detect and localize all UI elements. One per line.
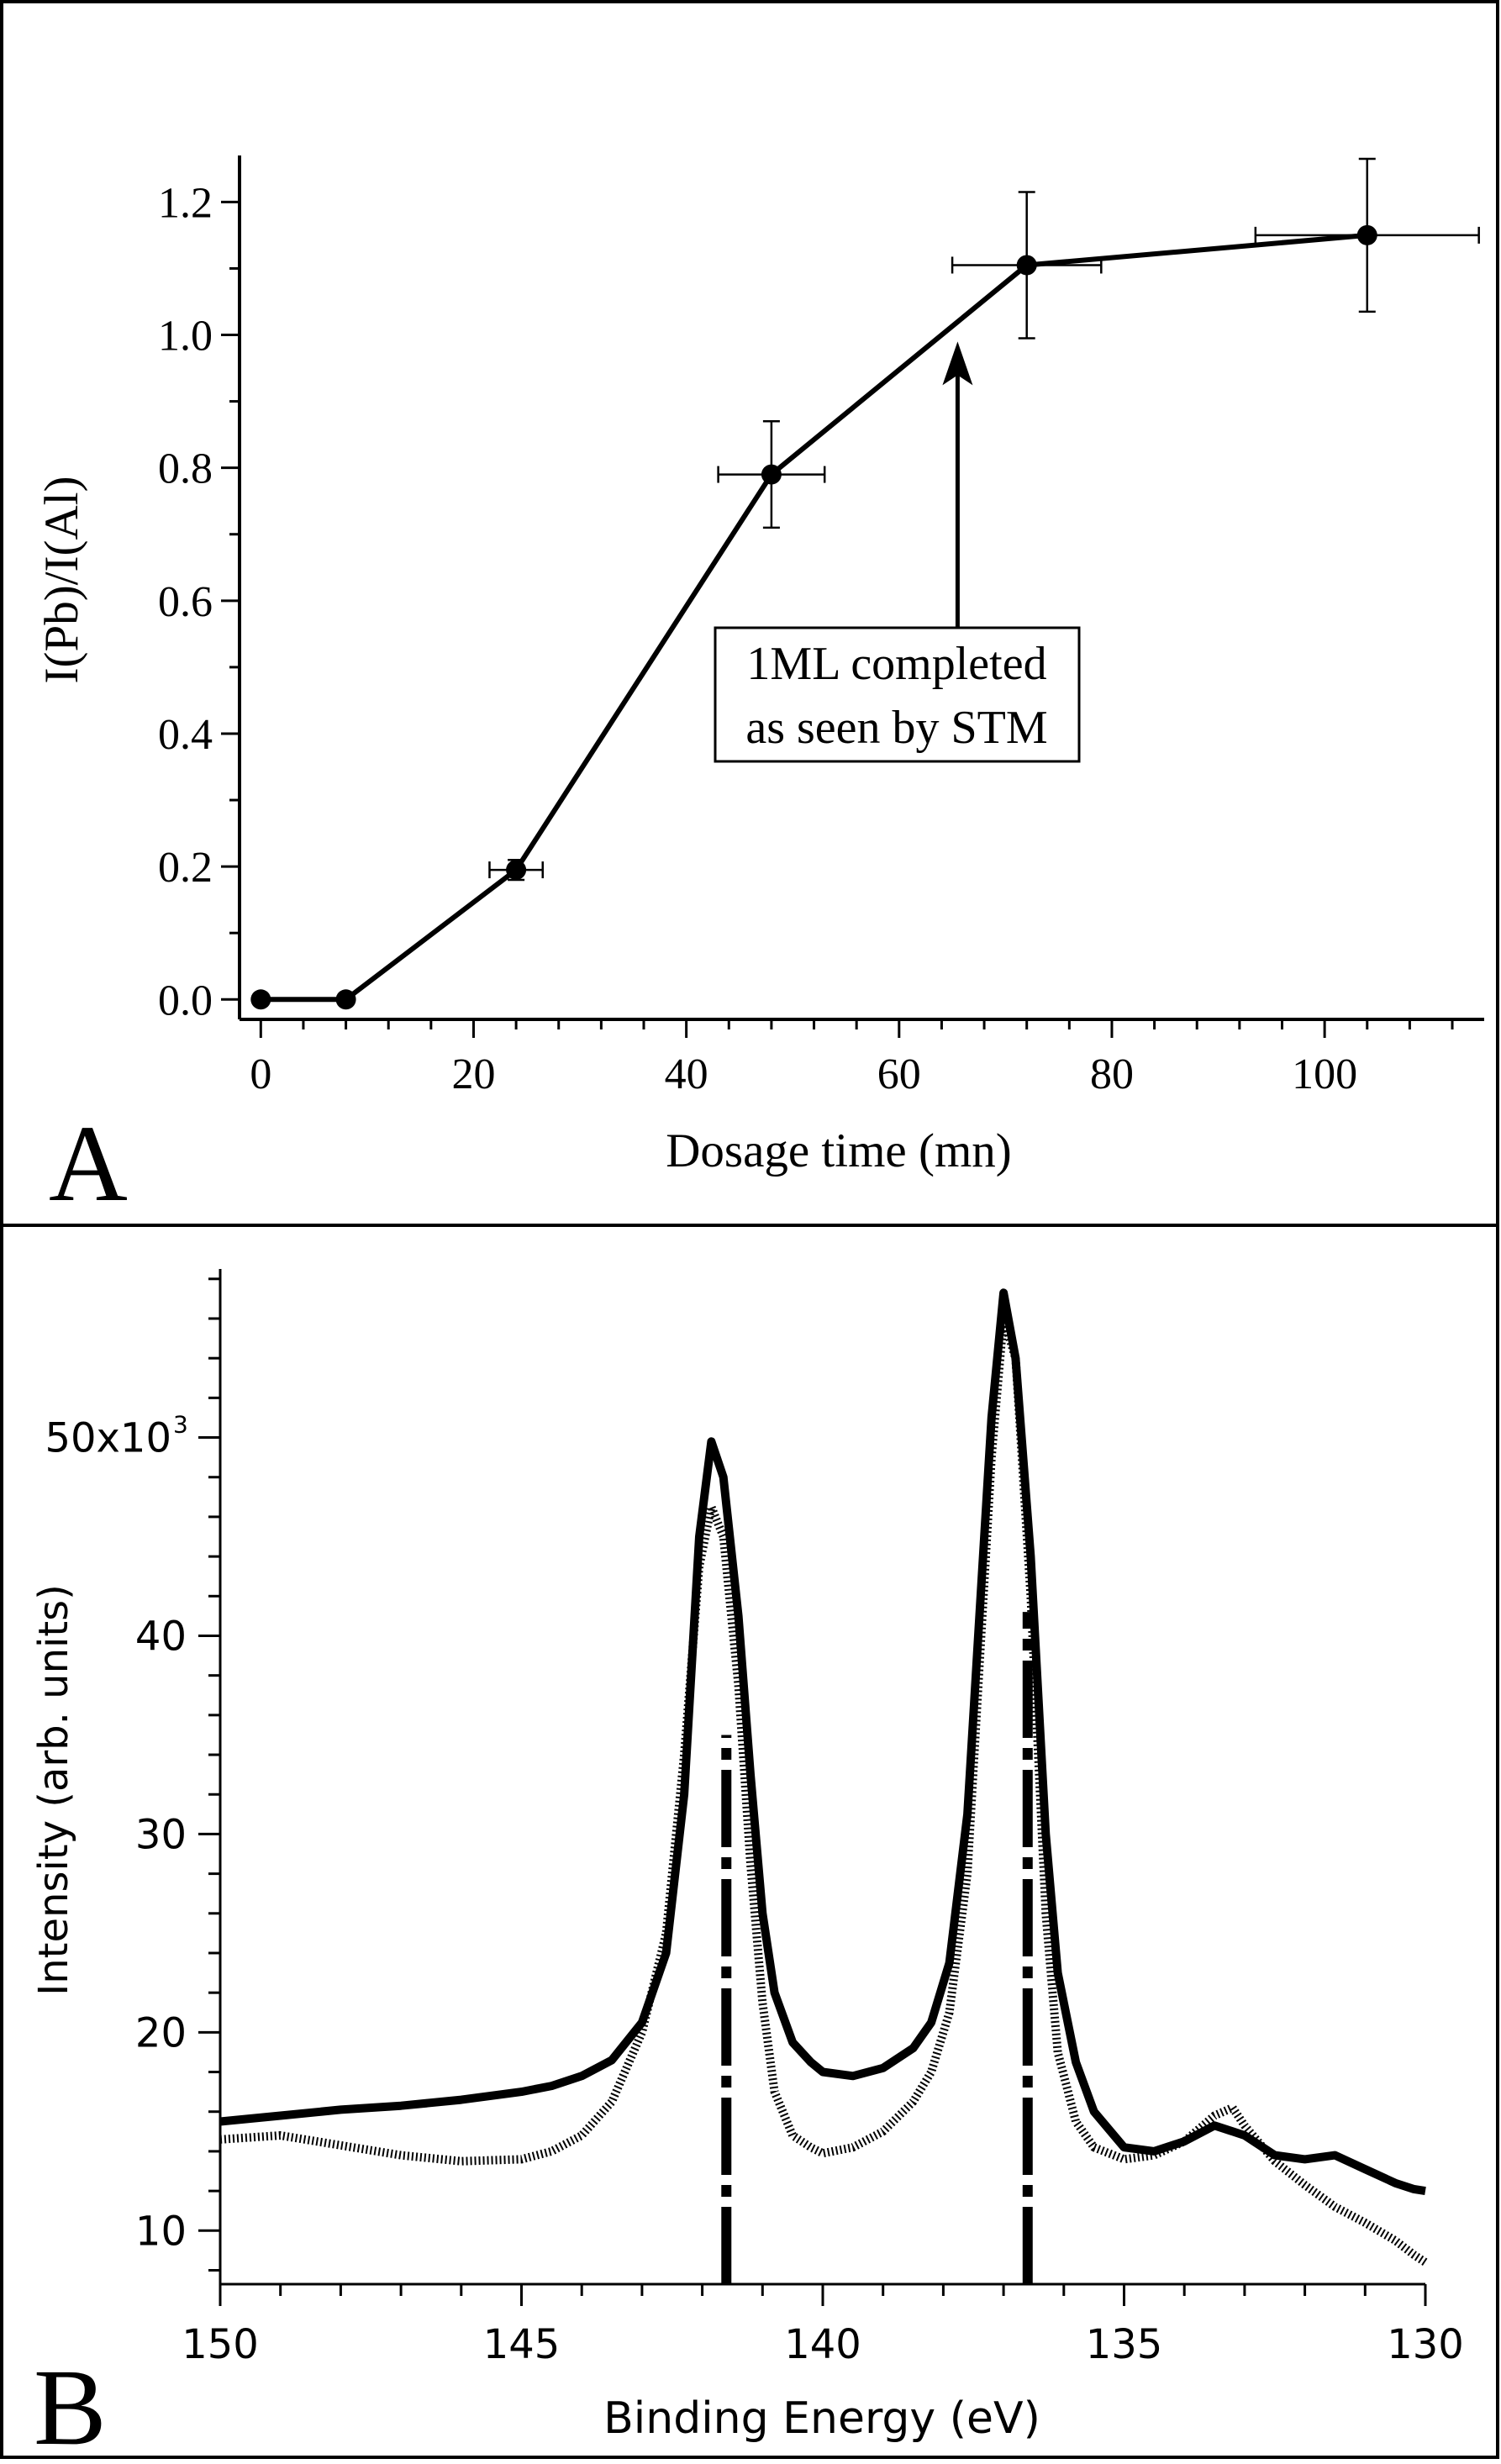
- panel-a-y-label: I(Pb)/I(Al): [35, 476, 88, 684]
- y-tick-label: 50x10: [45, 1415, 171, 1462]
- x-tick-label: 20: [451, 1050, 495, 1098]
- panel-b-series-solid: [219, 1288, 1426, 2196]
- y-tick-label: 10: [135, 2208, 187, 2255]
- panel-a-error-bars: [488, 157, 1480, 882]
- panel-b-label: B: [34, 2347, 107, 2460]
- data-point: [335, 989, 356, 1010]
- panel-b-y-label: Intensity (arb. units): [30, 1584, 77, 1996]
- y-tick-label: 40: [135, 1613, 187, 1660]
- y-tick-label: 1.2: [158, 179, 213, 227]
- x-tick-label: 0: [250, 1050, 271, 1098]
- x-tick-label: 135: [1086, 2321, 1163, 2368]
- x-tick-label: 130: [1387, 2321, 1464, 2368]
- y-tick-label: 0.0: [158, 977, 213, 1024]
- panel-b-component-bars: [721, 1612, 1033, 2284]
- y-tick-label: 20: [135, 2009, 187, 2056]
- data-point: [1016, 255, 1037, 276]
- x-tick-label: 40: [665, 1050, 708, 1098]
- y-tick-label: 1.0: [158, 313, 213, 361]
- panel-a-x-label: Dosage time (mn): [666, 1124, 1012, 1177]
- panel-b-frame: [0, 1224, 1499, 2459]
- y-tick-label: 0.8: [158, 445, 213, 493]
- data-point: [1356, 224, 1377, 245]
- annotation-arrow-head: [942, 341, 973, 386]
- data-point: [506, 860, 527, 881]
- panel-a-ticks: [221, 200, 1454, 1038]
- y-tick-exponent: 3: [173, 1411, 188, 1439]
- x-tick-label: 145: [483, 2321, 561, 2368]
- x-tick-label: 60: [877, 1050, 921, 1098]
- panel-a-data-points: [250, 224, 1377, 1010]
- data-point: [761, 464, 782, 485]
- panel-a-tick-labels: 0 20 40 60 80 100 0.0 0.2 0.4 0.6 0.8 1.0 1.2: [158, 179, 1357, 1098]
- panel-a-series-line: [261, 232, 1368, 1003]
- y-tick-label: 0.4: [158, 711, 213, 759]
- annotation-box: [714, 626, 1081, 763]
- annotation-line-1: 1ML completed: [746, 638, 1046, 690]
- x-tick-label: 150: [182, 2321, 259, 2368]
- panel-b-series-dotted: [219, 1314, 1428, 2267]
- y-tick-label: 0.6: [158, 578, 213, 626]
- x-tick-label: 100: [1292, 1050, 1357, 1098]
- x-tick-label: 140: [784, 2321, 861, 2368]
- x-tick-label: 80: [1090, 1050, 1134, 1098]
- panel-a-annotation: 1ML completed as seen by STM: [714, 341, 1081, 763]
- y-tick-label: 0.2: [158, 844, 213, 892]
- panel-a-frame: [0, 0, 1499, 1227]
- panel-b-ticks: [198, 1277, 1427, 2306]
- data-point: [250, 989, 271, 1010]
- panel-a-axes: [238, 155, 1484, 1021]
- y-tick-label: 30: [135, 1811, 187, 1858]
- panel-b-x-label: Binding Energy (eV): [603, 2393, 1040, 2444]
- panel-a-label: A: [49, 1103, 128, 1224]
- annotation-line-2: as seen by STM: [745, 702, 1047, 754]
- panel-b-tick-labels: 150 145 140 135 130 10 20 30 40 50x10 3: [45, 1411, 1463, 2368]
